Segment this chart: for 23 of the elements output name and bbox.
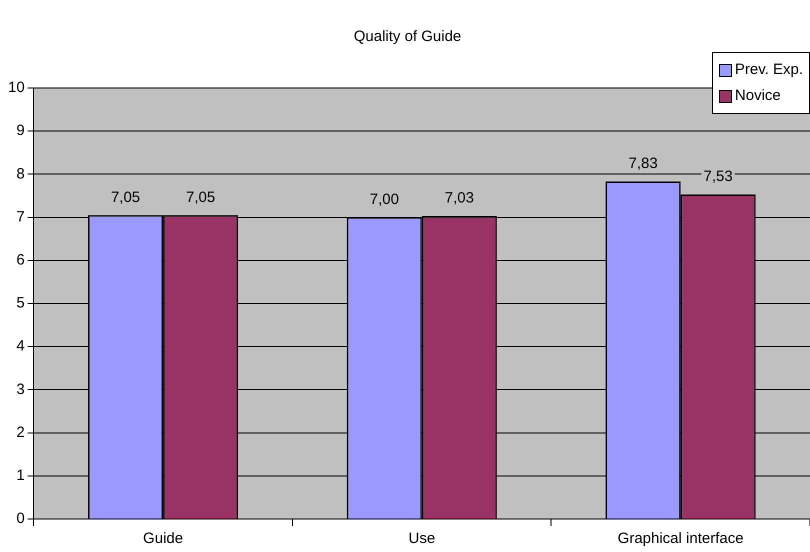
data-label: 7,00 [370, 190, 399, 208]
y-tick-label: 2 [16, 424, 25, 441]
y-tick-label: 5 [16, 294, 25, 312]
data-label: 7,03 [444, 190, 474, 207]
data-label: 7,83 [628, 155, 658, 172]
data-label: 7,53 [704, 168, 733, 186]
legend-label: Prev. Exp. [734, 60, 803, 80]
y-tick-label: 9 [16, 122, 25, 140]
chart-title: Quality of Guide [354, 28, 462, 46]
y-tick-label: 6 [16, 252, 25, 269]
x-tick-label: Guide [143, 530, 184, 548]
y-tick-label: 4 [16, 338, 25, 355]
x-tick-label: Graphical interface [618, 530, 744, 548]
y-tick-label: 1 [16, 467, 25, 484]
y-tick-label: 10 [8, 79, 25, 96]
data-label: 7,05 [186, 188, 216, 206]
y-tick-label: 0 [16, 510, 25, 528]
x-tick-label: Use [408, 530, 436, 548]
data-label: 7,05 [110, 188, 140, 206]
y-tick-label: 3 [16, 380, 25, 398]
y-tick-label: 8 [16, 165, 25, 182]
legend-label: Novice [734, 86, 781, 106]
y-tick-label: 7 [16, 208, 25, 226]
